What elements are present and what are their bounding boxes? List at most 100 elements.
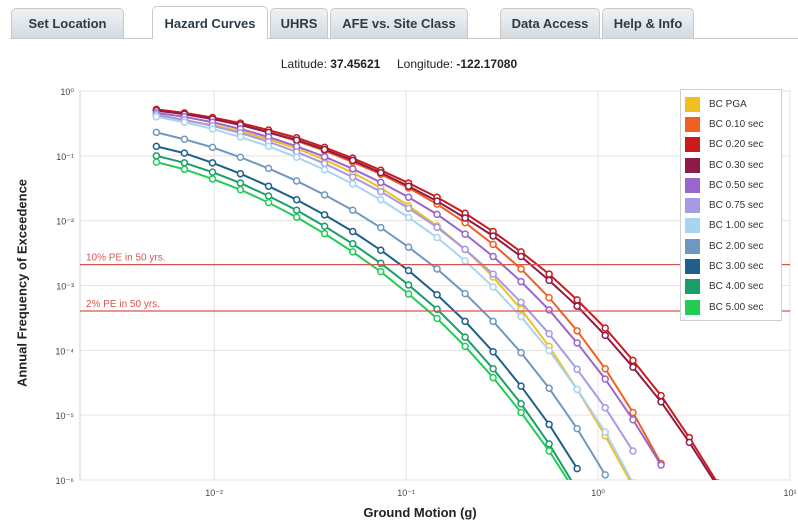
data-point[interactable] [573, 339, 581, 347]
data-point[interactable] [574, 491, 580, 497]
data-point[interactable] [601, 324, 609, 332]
data-point[interactable] [152, 158, 161, 166]
data-point[interactable] [685, 438, 694, 447]
data-point[interactable] [489, 364, 497, 373]
data-point[interactable] [377, 223, 385, 232]
legend-item[interactable]: BC 0.30 sec [685, 155, 777, 175]
tab-uhrs[interactable]: UHRS [270, 8, 328, 38]
data-point[interactable] [517, 252, 525, 261]
data-point[interactable] [236, 169, 245, 178]
data-point[interactable] [461, 230, 469, 238]
data-point[interactable] [264, 164, 273, 173]
data-point[interactable] [152, 128, 161, 137]
data-point[interactable] [152, 142, 161, 151]
data-point[interactable] [573, 302, 581, 310]
legend-item[interactable]: BC 1.00 sec [685, 216, 777, 236]
data-point[interactable] [433, 233, 441, 242]
legend-item[interactable]: BC 4.00 sec [685, 277, 777, 297]
data-point[interactable] [545, 447, 553, 455]
data-point[interactable] [320, 191, 329, 199]
data-point[interactable] [404, 266, 413, 275]
data-point[interactable] [180, 118, 189, 126]
data-point[interactable] [208, 175, 217, 183]
data-point[interactable] [377, 187, 385, 196]
data-point[interactable] [433, 290, 441, 299]
tab-hazard-curves[interactable]: Hazard Curves [152, 6, 268, 39]
data-point[interactable] [545, 346, 553, 355]
data-point[interactable] [714, 483, 720, 489]
data-point[interactable] [657, 398, 665, 406]
data-point[interactable] [489, 317, 497, 326]
legend-item[interactable]: BC 0.20 sec [685, 135, 777, 155]
data-point[interactable] [236, 133, 245, 141]
data-point[interactable] [517, 298, 525, 307]
data-point[interactable] [180, 135, 189, 144]
data-point[interactable] [404, 290, 413, 298]
data-point[interactable] [264, 198, 273, 207]
data-point[interactable] [489, 270, 497, 278]
data-point[interactable] [433, 314, 441, 323]
data-point[interactable] [236, 179, 245, 187]
data-point[interactable] [180, 159, 189, 167]
data-point[interactable] [404, 204, 413, 213]
data-point[interactable] [264, 192, 273, 200]
data-point[interactable] [152, 113, 161, 121]
data-point[interactable] [348, 165, 357, 173]
data-point[interactable] [292, 153, 301, 162]
data-point[interactable] [517, 348, 525, 357]
data-point[interactable] [629, 415, 637, 424]
data-point[interactable] [573, 327, 581, 335]
data-point[interactable] [517, 382, 525, 390]
data-point[interactable] [377, 196, 385, 204]
data-point[interactable] [433, 197, 441, 205]
data-point[interactable] [601, 331, 609, 340]
data-point[interactable] [180, 165, 189, 174]
data-point[interactable] [574, 487, 580, 493]
legend-item[interactable]: BC 0.10 sec [685, 114, 777, 134]
data-point[interactable] [657, 461, 665, 469]
data-point[interactable] [377, 267, 385, 276]
data-point[interactable] [630, 483, 636, 489]
data-point[interactable] [152, 152, 161, 160]
data-point[interactable] [629, 363, 637, 371]
data-point[interactable] [489, 240, 497, 249]
data-point[interactable] [545, 276, 553, 285]
data-point[interactable] [320, 211, 329, 219]
data-point[interactable] [433, 210, 441, 219]
data-point[interactable] [348, 240, 357, 248]
data-point[interactable] [601, 404, 609, 412]
data-point[interactable] [377, 246, 385, 254]
data-point[interactable] [517, 312, 525, 321]
data-point[interactable] [573, 296, 581, 304]
data-point[interactable] [489, 252, 497, 261]
data-point[interactable] [517, 408, 525, 417]
legend-item[interactable]: BC 3.00 sec [685, 256, 777, 276]
data-point[interactable] [489, 373, 497, 382]
data-point[interactable] [320, 152, 329, 161]
data-point[interactable] [461, 342, 469, 351]
data-point[interactable] [348, 173, 357, 181]
data-point[interactable] [573, 464, 581, 473]
data-point[interactable] [292, 136, 301, 144]
data-point[interactable] [714, 479, 720, 486]
data-point[interactable] [320, 145, 329, 154]
data-point[interactable] [208, 125, 217, 133]
data-point[interactable] [545, 420, 553, 429]
data-point[interactable] [208, 168, 217, 176]
data-point[interactable] [601, 364, 609, 373]
data-point[interactable] [629, 356, 637, 365]
data-point[interactable] [404, 193, 413, 201]
data-point[interactable] [404, 213, 413, 222]
data-point[interactable] [180, 149, 189, 157]
data-point[interactable] [601, 428, 609, 436]
tab-set-location[interactable]: Set Location [11, 8, 124, 38]
data-point[interactable] [461, 317, 469, 326]
data-point[interactable] [404, 182, 413, 190]
data-point[interactable] [404, 281, 413, 289]
data-point[interactable] [489, 232, 497, 240]
data-point[interactable] [320, 159, 329, 168]
legend-item[interactable]: BC 2.00 sec [685, 236, 777, 256]
data-point[interactable] [433, 265, 441, 273]
data-point[interactable] [377, 168, 385, 177]
data-point[interactable] [489, 348, 497, 356]
